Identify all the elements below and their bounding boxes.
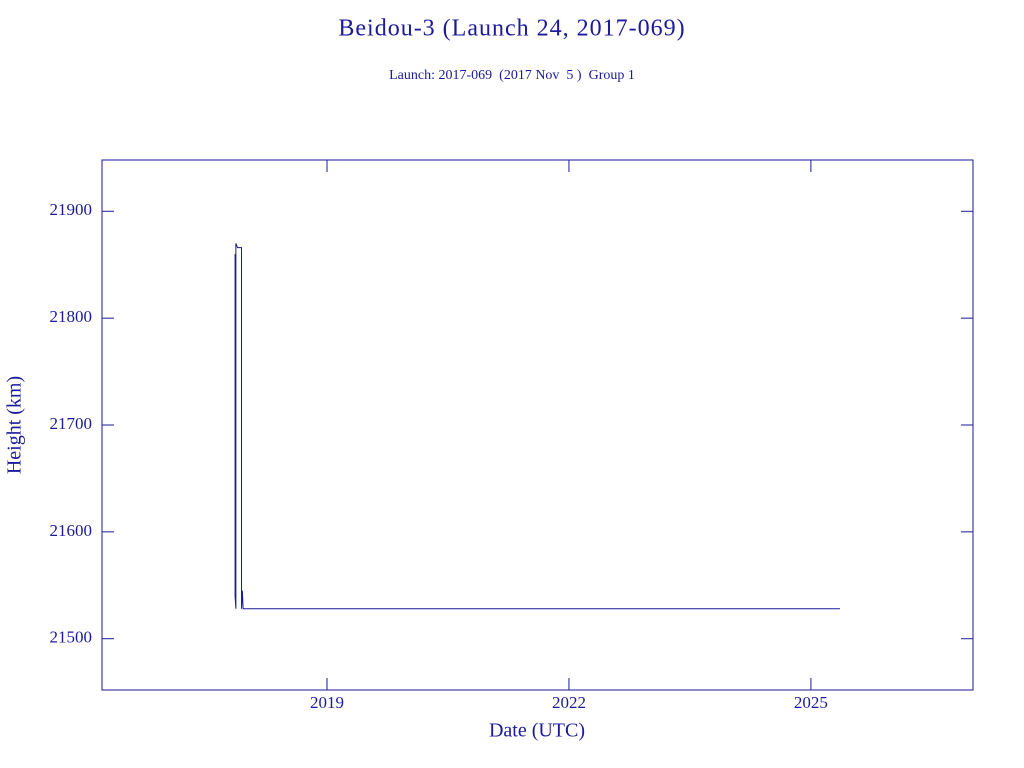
y-tick-label: 21800 <box>50 307 93 326</box>
y-axis-label: Height (km) <box>4 376 26 474</box>
chart-title: Beidou-3 (Launch 24, 2017-069) <box>338 16 685 42</box>
data-line <box>234 243 840 610</box>
chart-subtitle: Launch: 2017-069 (2017 Nov 5 ) Group 1 <box>389 68 635 83</box>
y-tick-label: 21900 <box>50 200 93 219</box>
y-tick-label: 21600 <box>50 521 93 540</box>
x-tick-label: 2019 <box>310 693 344 712</box>
x-axis-label: Date (UTC) <box>489 720 585 742</box>
x-tick-label: 2022 <box>552 693 586 712</box>
x-tick-label: 2025 <box>794 693 828 712</box>
y-tick-label: 21700 <box>50 414 93 433</box>
plot-frame <box>101 159 974 691</box>
y-tick-label: 21500 <box>50 628 93 647</box>
